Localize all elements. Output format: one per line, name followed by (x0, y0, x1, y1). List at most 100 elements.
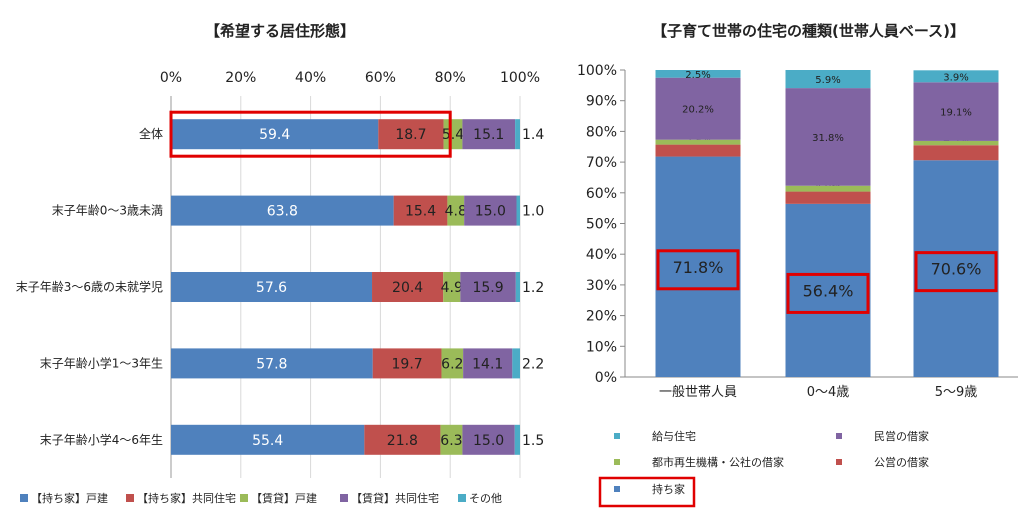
bar-segment (460, 272, 516, 302)
right-chart-title: 【子育て世帯の住宅の種類(世帯人員ベース)】 (652, 22, 965, 40)
y-tick-label: 10% (586, 339, 617, 355)
bar-segment (440, 424, 463, 455)
bar-segment (515, 119, 520, 150)
right-stacked-column-chart: 0% 10% 20% 30% 40% 50% 60% 70% 80% 90% 100% 一般世帯人員 7… (560, 0, 1024, 517)
left-chart-svg: 0% 20% 40% 60% 80% 100% 全体 59.4 18.7 5.4 15.1 1.4 末子… (16, 70, 545, 505)
x-tick-label: 40% (295, 70, 326, 86)
legend-label: 【持ち家】戸建 (31, 491, 108, 505)
bar-segment (447, 195, 465, 226)
bar-segment (378, 119, 444, 150)
column-segment (655, 156, 741, 377)
data-label: 6.2 (441, 356, 463, 372)
column-segment (913, 140, 999, 146)
data-label: 4.9 (441, 280, 463, 296)
data-label: 4.8 (445, 204, 467, 220)
data-label: 63.8 (267, 204, 298, 220)
legend-label: 公営の借家 (874, 455, 929, 469)
data-label: 15.0 (475, 204, 506, 220)
legend-swatch (614, 433, 620, 439)
bar-segment (463, 348, 513, 379)
data-label: 57.6 (256, 280, 287, 296)
legend-label: 民営の借家 (874, 429, 929, 443)
x-tick-label: 80% (435, 70, 466, 86)
x-tick-label: 20% (225, 70, 256, 86)
column-segment (655, 77, 741, 140)
bar-segment (171, 195, 394, 226)
legend-swatch (340, 494, 348, 502)
data-label: 20.4 (392, 280, 423, 296)
bar-segment (171, 424, 365, 455)
category-label: 一般世帯人員 (659, 384, 737, 400)
data-label: 71.8% (673, 258, 724, 277)
bar-segment (516, 195, 520, 226)
legend-swatch (836, 433, 842, 439)
data-label: 14.1 (472, 356, 503, 372)
y-tick-label: 50% (586, 217, 617, 233)
data-label: 15.4 (405, 204, 436, 220)
data-label: 19.7 (392, 356, 423, 372)
data-label: 15.0 (473, 433, 504, 449)
data-label: 1.4 (522, 127, 544, 143)
data-label: 5.9% (815, 75, 840, 86)
column-segment (913, 145, 999, 161)
right-chart-svg: 0% 10% 20% 30% 40% 50% 60% 70% 80% 90% 100% 一般世帯人員 7… (577, 63, 1018, 508)
legend-label: 持ち家 (652, 482, 685, 496)
column-segment (655, 139, 741, 145)
data-label: 3.9% (943, 72, 968, 83)
y-tick-label: 70% (586, 155, 617, 171)
highlight-box (656, 249, 740, 291)
data-label: 15.9 (472, 280, 503, 296)
column-segment (913, 70, 999, 83)
column-segment (785, 185, 871, 192)
bar-segment (372, 272, 444, 302)
y-tick-label: 80% (586, 124, 617, 140)
y-tick-label: 100% (577, 63, 617, 79)
category-label: 5～9歳 (935, 385, 978, 400)
legend-swatch (836, 459, 842, 465)
column-segment (655, 144, 741, 157)
bar-segment (171, 119, 379, 150)
legend-label: 給与住宅 (652, 429, 696, 443)
highlight-box (169, 110, 452, 158)
column-segment (785, 88, 871, 186)
bar-segment (515, 272, 520, 302)
data-label: 19.1% (940, 108, 972, 119)
bar-segment (512, 348, 520, 379)
data-label: 21.8 (387, 433, 418, 449)
bar-segment (441, 348, 464, 379)
y-tick-label: 60% (586, 186, 617, 202)
legend-swatch (20, 494, 28, 502)
category-label: 末子年齢小学4～6年生 (40, 432, 163, 447)
legend-swatch (614, 486, 620, 492)
data-label: 5.4 (442, 127, 464, 143)
highlight-box (914, 251, 998, 293)
data-label: 57.8 (256, 356, 287, 372)
x-tick-label: 60% (365, 70, 396, 86)
bar-segment (443, 119, 463, 150)
data-label: 18.7 (395, 127, 426, 143)
data-label: 6.3 (440, 433, 462, 449)
data-label: 31.8% (812, 133, 844, 144)
data-label: 59.4 (259, 127, 290, 143)
legend-swatch (458, 494, 466, 502)
y-tick-label: 0% (595, 370, 617, 386)
legend-label: 【賃貸】戸建 (251, 491, 317, 505)
data-label: 20.2% (682, 105, 714, 116)
highlight-box (786, 272, 870, 314)
bar-segment (171, 348, 373, 379)
column-segment (785, 70, 871, 89)
data-label: 2.2 (522, 356, 544, 372)
data-label: 70.6% (931, 260, 982, 279)
category-label: 全体 (139, 126, 163, 141)
legend-swatch (126, 494, 134, 502)
data-label: 56.4% (803, 281, 854, 300)
bar-segment (462, 119, 516, 150)
bar-segment (171, 272, 373, 302)
legend-label: 【賃貸】共同住宅 (351, 491, 439, 505)
column-segment (655, 70, 741, 78)
bar-segment (462, 424, 515, 455)
data-label: 1.5 (522, 433, 544, 449)
column-segment (785, 191, 871, 204)
legend-label: 都市再生機構・公社の借家 (652, 455, 784, 469)
category-label: 末子年齢小学1～3年生 (40, 355, 163, 370)
